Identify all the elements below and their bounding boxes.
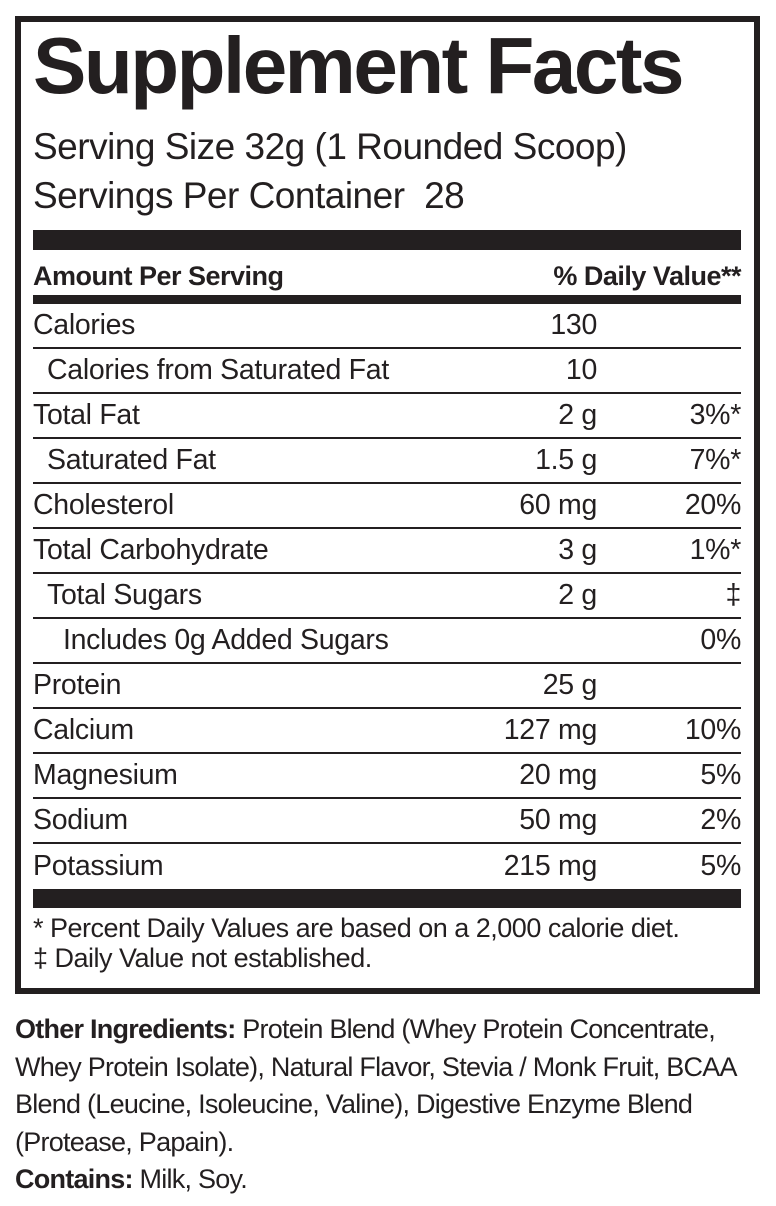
nutrient-row: Potassium 215 mg 5%	[33, 844, 741, 889]
thick-separator-bar-bottom	[33, 889, 741, 908]
footnote-dv-not-established: ‡ Daily Value not established.	[33, 943, 372, 973]
medium-separator-bar	[33, 295, 741, 304]
nutrient-name: Calories from Saturated Fat	[47, 354, 389, 386]
serving-size-line: Serving Size 32g (1 Rounded Scoop)	[33, 126, 627, 167]
amount-per-serving-header: Amount Per Serving	[33, 261, 284, 291]
nutrient-amount: 127 mg	[503, 714, 598, 746]
nutrient-amount: 10	[565, 354, 597, 386]
supplement-facts-panel: Supplement Facts Serving Size 32g (1 Rou…	[15, 16, 760, 994]
nutrient-row: Calories from Saturated Fat 10	[33, 349, 741, 394]
nutrient-row: Cholesterol 60 mg 20%	[33, 484, 741, 529]
nutrient-row: Magnesium 20 mg 5%	[33, 754, 741, 799]
thick-separator-bar-top	[33, 230, 741, 250]
nutrient-amount: 130	[550, 309, 597, 341]
column-header-row: Amount Per Serving % Daily Value**	[33, 258, 741, 295]
nutrient-daily-value: 7%*	[689, 444, 742, 476]
nutrient-row: Sodium 50 mg 2%	[33, 799, 741, 844]
nutrient-amount: 60 mg	[519, 489, 597, 521]
nutrient-amount: 3 g	[558, 534, 597, 566]
nutrient-name: Saturated Fat	[47, 444, 216, 476]
nutrient-amount: 25 g	[542, 669, 598, 701]
contains-label: Contains:	[15, 1164, 133, 1194]
nutrient-name: Total Carbohydrate	[33, 534, 269, 566]
contains-text: Milk, Soy.	[132, 1164, 248, 1194]
nutrient-row: Total Sugars 2 g ‡	[33, 574, 741, 619]
nutrient-row: Protein 25 g	[33, 664, 741, 709]
other-ingredients-paragraph: Other Ingredients: Protein Blend (Whey P…	[15, 1011, 773, 1161]
nutrient-name: Total Fat	[33, 399, 140, 431]
nutrient-row: Calcium 127 mg 10%	[33, 709, 741, 754]
nutrient-name: Calcium	[33, 714, 134, 746]
nutrient-row: Total Fat 2 g 3%*	[33, 394, 741, 439]
nutrient-row: Saturated Fat 1.5 g 7%*	[33, 439, 741, 484]
nutrient-amount: 2 g	[558, 399, 597, 431]
footnote-percent-daily-values: * Percent Daily Values are based on a 2,…	[33, 913, 680, 943]
other-ingredients-section: Other Ingredients: Protein Blend (Whey P…	[15, 1011, 773, 1199]
nutrient-row: Total Carbohydrate 3 g 1%*	[33, 529, 741, 574]
nutrient-amount: 2 g	[558, 579, 597, 611]
nutrient-name: Includes 0g Added Sugars	[63, 624, 389, 656]
nutrient-amount: 215 mg	[503, 850, 598, 882]
contains-line: Contains: Milk, Soy.	[15, 1161, 773, 1199]
nutrient-amount: 1.5 g	[535, 444, 597, 476]
nutrient-daily-value: 5%	[700, 850, 741, 882]
nutrient-row: Calories 130	[33, 304, 741, 349]
other-ingredients-text: Protein Blend (Whey Protein Concentrate,…	[15, 1014, 736, 1157]
nutrient-daily-value: 1%*	[689, 534, 742, 566]
other-ingredients-label: Other Ingredients:	[15, 1014, 236, 1044]
nutrient-name: Magnesium	[33, 759, 178, 791]
nutrient-daily-value: 2%	[700, 804, 741, 836]
nutrient-amount: 50 mg	[519, 804, 597, 836]
nutrient-daily-value: 20%	[684, 489, 741, 521]
panel-title: Supplement Facts	[33, 21, 685, 110]
footnotes: * Percent Daily Values are based on a 2,…	[33, 913, 743, 973]
daily-value-header: % Daily Value**	[553, 261, 741, 291]
nutrient-daily-value: ‡	[725, 579, 741, 611]
nutrient-name: Potassium	[33, 850, 164, 882]
nutrient-table: Calories 130 Calories from Saturated Fat…	[33, 304, 741, 889]
nutrient-row: Includes 0g Added Sugars 0%	[33, 619, 741, 664]
nutrient-daily-value: 0%	[700, 624, 741, 656]
nutrient-name: Calories	[33, 309, 136, 341]
nutrient-daily-value: 10%	[684, 714, 741, 746]
nutrient-name: Sodium	[33, 804, 128, 836]
nutrient-daily-value: 3%*	[689, 399, 742, 431]
nutrient-amount: 20 mg	[519, 759, 597, 791]
nutrient-name: Total Sugars	[47, 579, 202, 611]
servings-per-container-line: Servings Per Container 28	[33, 175, 465, 216]
nutrient-daily-value: 5%	[700, 759, 741, 791]
nutrient-name: Protein	[33, 669, 122, 701]
nutrient-name: Cholesterol	[33, 489, 174, 521]
